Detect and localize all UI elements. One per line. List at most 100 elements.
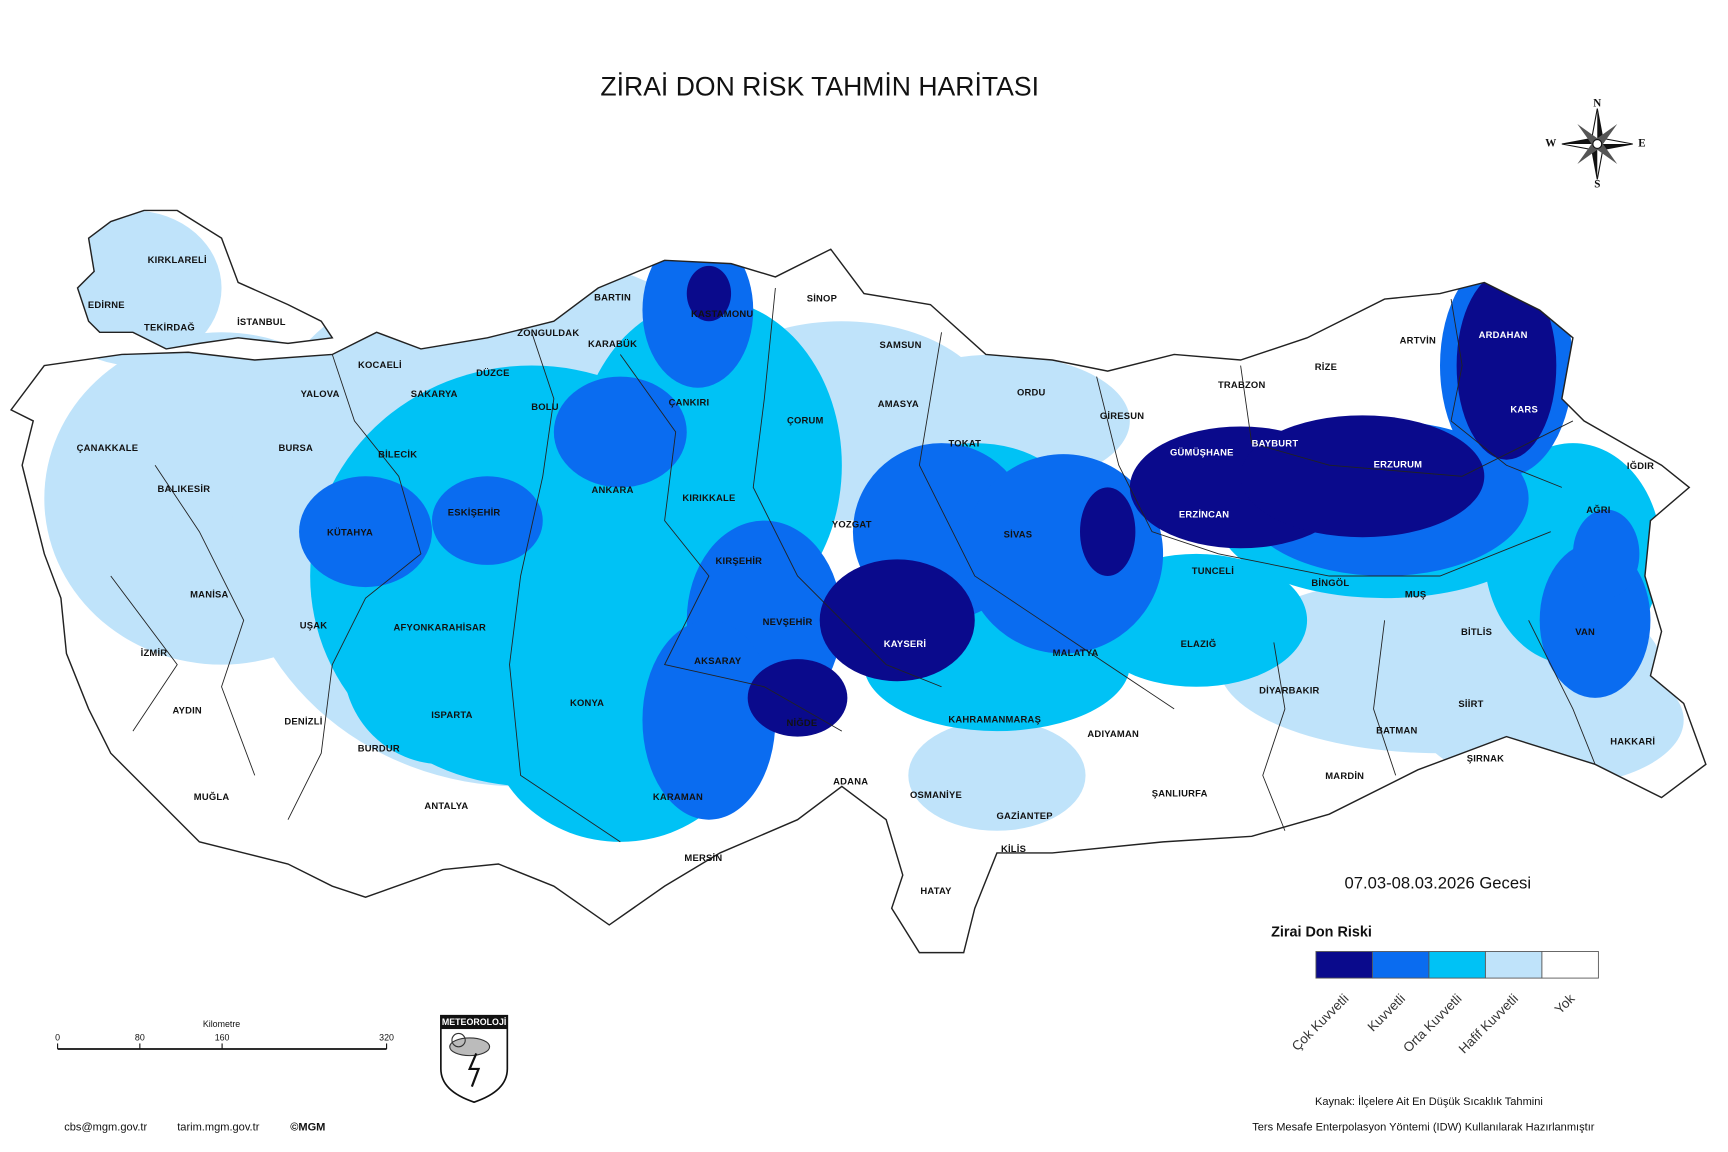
province-label: MUŞ (1405, 588, 1427, 599)
province-label: DENİZLİ (284, 716, 322, 727)
logo: METEOROLOJİ (440, 1014, 509, 1104)
province-label: ELAZIĞ (1181, 638, 1217, 649)
risk-area (1572, 509, 1640, 599)
risk-area (908, 720, 1086, 831)
province-label: ARTVİN (1400, 335, 1436, 346)
province-label: BAYBURT (1252, 438, 1299, 449)
source-line: Kaynak: İlçelere Ait En Düşük Sıcaklık T… (1315, 1095, 1543, 1108)
risk-surface (11, 210, 1706, 953)
province-label: YOZGAT (832, 519, 872, 530)
province-label: TUNCELİ (1192, 565, 1234, 576)
compass-s: S (1594, 179, 1600, 191)
province-labels: KIRKLARELİ EDİRNE TEKİRDAĞ İSTANBUL KOCAELİ Y… (77, 254, 1655, 896)
province-label: MARDİN (1325, 770, 1364, 781)
province-label: DİYARBAKIR (1259, 685, 1319, 696)
compass-e: E (1638, 138, 1645, 150)
province-label: ADANA (833, 776, 868, 787)
compass: N E S W (1545, 98, 1645, 191)
province-label: GAZİANTEP (996, 810, 1052, 821)
province-label: MUĞLA (194, 791, 230, 802)
province-label: MANİSA (190, 588, 228, 599)
legend-swatch (1371, 951, 1430, 979)
province-label: KAYSERİ (884, 638, 927, 649)
province-label: AKSARAY (694, 655, 742, 666)
province-label: KIRKLARELİ (148, 254, 207, 265)
province-label: KARS (1510, 403, 1538, 414)
risk-area (1417, 653, 1684, 787)
province-label: BİTLİS (1461, 626, 1492, 637)
province-label: GÜMÜŞHANE (1170, 447, 1234, 458)
province-label: ZONGULDAK (517, 327, 579, 338)
footer-copyright: ©MGM (290, 1122, 325, 1134)
province-label: AMASYA (878, 398, 919, 409)
risk-area (553, 376, 687, 488)
province-label: AFYONKARAHİSAR (394, 622, 486, 633)
province-label: VAN (1575, 626, 1595, 637)
province-label: BİLECİK (378, 449, 417, 460)
province-label: SİNOP (807, 293, 837, 304)
province-label: AĞRI (1586, 504, 1610, 515)
province-label: ARDAHAN (1479, 329, 1528, 340)
province-label: KİLİS (1001, 843, 1026, 854)
province-label: BOLU (531, 401, 559, 412)
province-label: ORDU (1017, 387, 1046, 398)
province-label: ANKARA (592, 484, 634, 495)
province-label: SAKARYA (411, 388, 458, 399)
province-label: TOKAT (948, 438, 981, 449)
province-label: UŞAK (300, 619, 328, 630)
method-line: Ters Mesafe Enterpolasyon Yöntemi (IDW) … (1252, 1122, 1595, 1134)
province-label: KASTAMONU (691, 308, 753, 319)
province-label: SİVAS (1004, 528, 1033, 539)
province-label: ERZİNCAN (1179, 509, 1229, 520)
province-label: ERZURUM (1374, 459, 1423, 470)
province-label: NİĞDE (787, 717, 818, 728)
legend-label: Yok (1552, 991, 1578, 1017)
province-label: TRABZON (1218, 379, 1266, 390)
province-label: BALIKESİR (158, 483, 211, 494)
province-label: ŞANLIURFA (1152, 788, 1208, 799)
risk-area (747, 659, 848, 737)
province-label: ÇORUM (787, 414, 824, 425)
risk-area (432, 476, 543, 565)
risk-area (299, 476, 432, 588)
scale-unit: Kilometre (203, 1019, 240, 1029)
province-label: KOCAELİ (358, 359, 402, 370)
province-label: İSTANBUL (237, 316, 286, 327)
province-label: DÜZCE (476, 367, 510, 378)
date-label: 07.03-08.03.2026 Gecesi (1345, 873, 1532, 892)
province-label: ANTALYA (424, 800, 468, 811)
risk-area (1240, 415, 1485, 538)
province-label: AYDIN (172, 705, 202, 716)
province-label: MERSİN (684, 852, 722, 863)
legend-swatch (1541, 951, 1599, 979)
scale-bar: Kilometre 0 80 160 320 (55, 1019, 394, 1050)
province-label: IĞDIR (1627, 460, 1654, 471)
province-label: KAHRAMANMARAŞ (948, 713, 1041, 724)
province-label: NEVŞEHİR (763, 616, 813, 627)
province-label: GİRESUN (1100, 410, 1144, 421)
risk-area (1456, 271, 1557, 460)
legend-label: Çok Kuvvetli (1289, 991, 1352, 1054)
scale-tick-label: 80 (135, 1032, 145, 1042)
legend-swatch (1484, 951, 1543, 979)
legend-swatch (1315, 951, 1373, 979)
province-label: BİNGÖL (1311, 577, 1349, 588)
legend-label: Kuvvetli (1365, 991, 1409, 1035)
province-label: TEKİRDAĞ (144, 321, 195, 332)
logo-text: METEOROLOJİ (442, 1017, 506, 1027)
province-label: BURDUR (358, 742, 400, 753)
risk-area (343, 564, 543, 765)
province-label: BATMAN (1376, 725, 1417, 736)
province-label: HATAY (920, 885, 952, 896)
legend-label: Hafif Kuvvetli (1456, 991, 1521, 1056)
province-label: SAMSUN (880, 339, 922, 350)
province-label: YALOVA (301, 388, 340, 399)
province-label: ESKİŞEHİR (448, 506, 501, 517)
province-label: SİİRT (1458, 698, 1483, 709)
footer-email: cbs@mgm.gov.tr (64, 1122, 147, 1134)
province-label: ÇANAKKALE (77, 442, 139, 453)
scale-tick-label: 0 (55, 1032, 60, 1042)
province-label: KARABÜK (588, 338, 637, 349)
